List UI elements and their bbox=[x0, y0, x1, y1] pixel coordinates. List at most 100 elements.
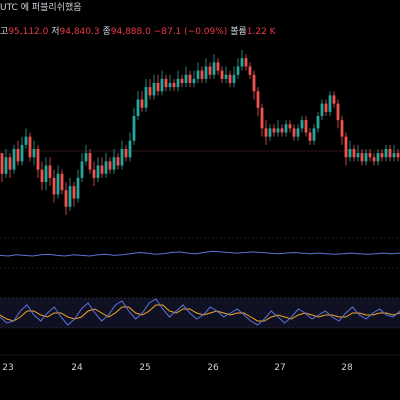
candle-body bbox=[284, 124, 288, 133]
x-axis: 23 24 25 26 27 28 bbox=[0, 354, 400, 373]
candle-body bbox=[288, 124, 292, 129]
candle-body bbox=[48, 165, 52, 178]
candle-body bbox=[28, 136, 32, 158]
x-tick-label: 24 bbox=[71, 363, 83, 373]
close-label: 종 bbox=[102, 27, 111, 37]
candle-body bbox=[96, 165, 100, 178]
published-note: UTC 에 퍼블리쉬했음 bbox=[0, 2, 82, 14]
published-text: UTC 에 퍼블리쉬했음 bbox=[0, 3, 82, 13]
candle-body bbox=[388, 149, 392, 158]
candle-body bbox=[156, 83, 160, 92]
candle-body bbox=[184, 74, 188, 83]
candle-body bbox=[4, 157, 8, 174]
stoch-k-line bbox=[0, 298, 400, 326]
volume-value: 1.22 K bbox=[246, 27, 276, 37]
candle-body bbox=[300, 120, 304, 129]
candle-body bbox=[336, 103, 340, 121]
candle-body bbox=[364, 153, 368, 162]
candle-body bbox=[304, 120, 308, 133]
candle-body bbox=[272, 128, 276, 133]
candle-body bbox=[60, 173, 64, 191]
candle-body bbox=[228, 74, 232, 83]
close-value: 94,888.0 bbox=[110, 27, 151, 37]
candle-body bbox=[64, 190, 68, 207]
candle-body bbox=[396, 153, 400, 158]
candle-body bbox=[348, 149, 352, 158]
candle-body bbox=[108, 161, 112, 170]
candle-body bbox=[196, 70, 200, 79]
candle-body bbox=[372, 157, 376, 162]
stoch-d-line bbox=[0, 304, 400, 322]
candle-body bbox=[244, 58, 248, 67]
volume-label: 볼륨 bbox=[230, 27, 247, 37]
candle-body bbox=[192, 78, 196, 83]
stoch-pane bbox=[0, 297, 400, 329]
candle-body bbox=[356, 153, 360, 158]
low-label: 저 bbox=[51, 27, 60, 37]
x-tick-label: 23 bbox=[2, 363, 13, 373]
candle-body bbox=[84, 153, 88, 162]
x-tick-label: 26 bbox=[207, 363, 219, 373]
candle-body bbox=[240, 58, 244, 67]
candle-body bbox=[132, 116, 136, 141]
candle-body bbox=[296, 128, 300, 137]
candle-body bbox=[200, 70, 204, 79]
candle-body bbox=[276, 128, 280, 133]
candle-body bbox=[268, 128, 272, 137]
candle-body bbox=[360, 153, 364, 162]
candle-body bbox=[208, 66, 212, 75]
change-value: −87.1 (−0.09%) bbox=[153, 27, 228, 37]
candle-body bbox=[72, 186, 76, 199]
candle-body bbox=[212, 62, 216, 75]
x-tick-label: 27 bbox=[274, 363, 285, 373]
candle-body bbox=[16, 149, 20, 162]
rsi-line bbox=[0, 250, 400, 257]
candle-body bbox=[204, 66, 208, 79]
candle-body bbox=[120, 149, 124, 166]
candle-body bbox=[44, 165, 48, 182]
x-tick-label: 25 bbox=[139, 363, 150, 373]
candle-body bbox=[124, 149, 128, 158]
candle-body bbox=[320, 103, 324, 116]
candle-body bbox=[92, 169, 96, 178]
candle-body bbox=[88, 153, 92, 170]
open-value: 95,112.0 bbox=[8, 27, 49, 37]
candle-body bbox=[180, 78, 184, 83]
candle-body bbox=[248, 66, 252, 75]
price-pane bbox=[0, 50, 400, 215]
candle-body bbox=[40, 169, 44, 182]
candle-body bbox=[136, 99, 140, 116]
chart-header: UTC 에 퍼블리쉬했음 고95,112.0 저94,840.3 종94,888… bbox=[0, 0, 400, 40]
candle-body bbox=[176, 78, 180, 88]
rsi-pane bbox=[0, 237, 400, 269]
candle-body bbox=[224, 74, 228, 79]
open-label: 고 bbox=[0, 27, 9, 37]
candle-body bbox=[264, 128, 268, 137]
candle-body bbox=[80, 161, 84, 178]
candle-body bbox=[20, 144, 24, 162]
candle-body bbox=[332, 95, 336, 104]
candle-body bbox=[100, 165, 104, 174]
candle-body bbox=[328, 95, 332, 112]
candle-body bbox=[292, 128, 296, 137]
candle-body bbox=[260, 107, 264, 129]
candle-body bbox=[392, 153, 396, 158]
candle-body bbox=[116, 157, 120, 166]
candle-body bbox=[252, 74, 256, 92]
candle-body bbox=[112, 157, 116, 170]
candle-body bbox=[376, 153, 380, 162]
candle-body bbox=[368, 153, 372, 158]
candle-body bbox=[172, 83, 176, 88]
candle-body bbox=[0, 153, 4, 174]
candle-body bbox=[216, 62, 220, 71]
candle-body bbox=[36, 149, 40, 170]
low-value: 94,840.3 bbox=[59, 27, 100, 37]
candle-body bbox=[312, 128, 316, 141]
candle-body bbox=[164, 78, 168, 88]
candle-body bbox=[104, 161, 108, 174]
candle-body bbox=[188, 74, 192, 83]
candle-body bbox=[148, 87, 152, 96]
candle-body bbox=[352, 149, 356, 158]
candle-body bbox=[76, 177, 80, 199]
